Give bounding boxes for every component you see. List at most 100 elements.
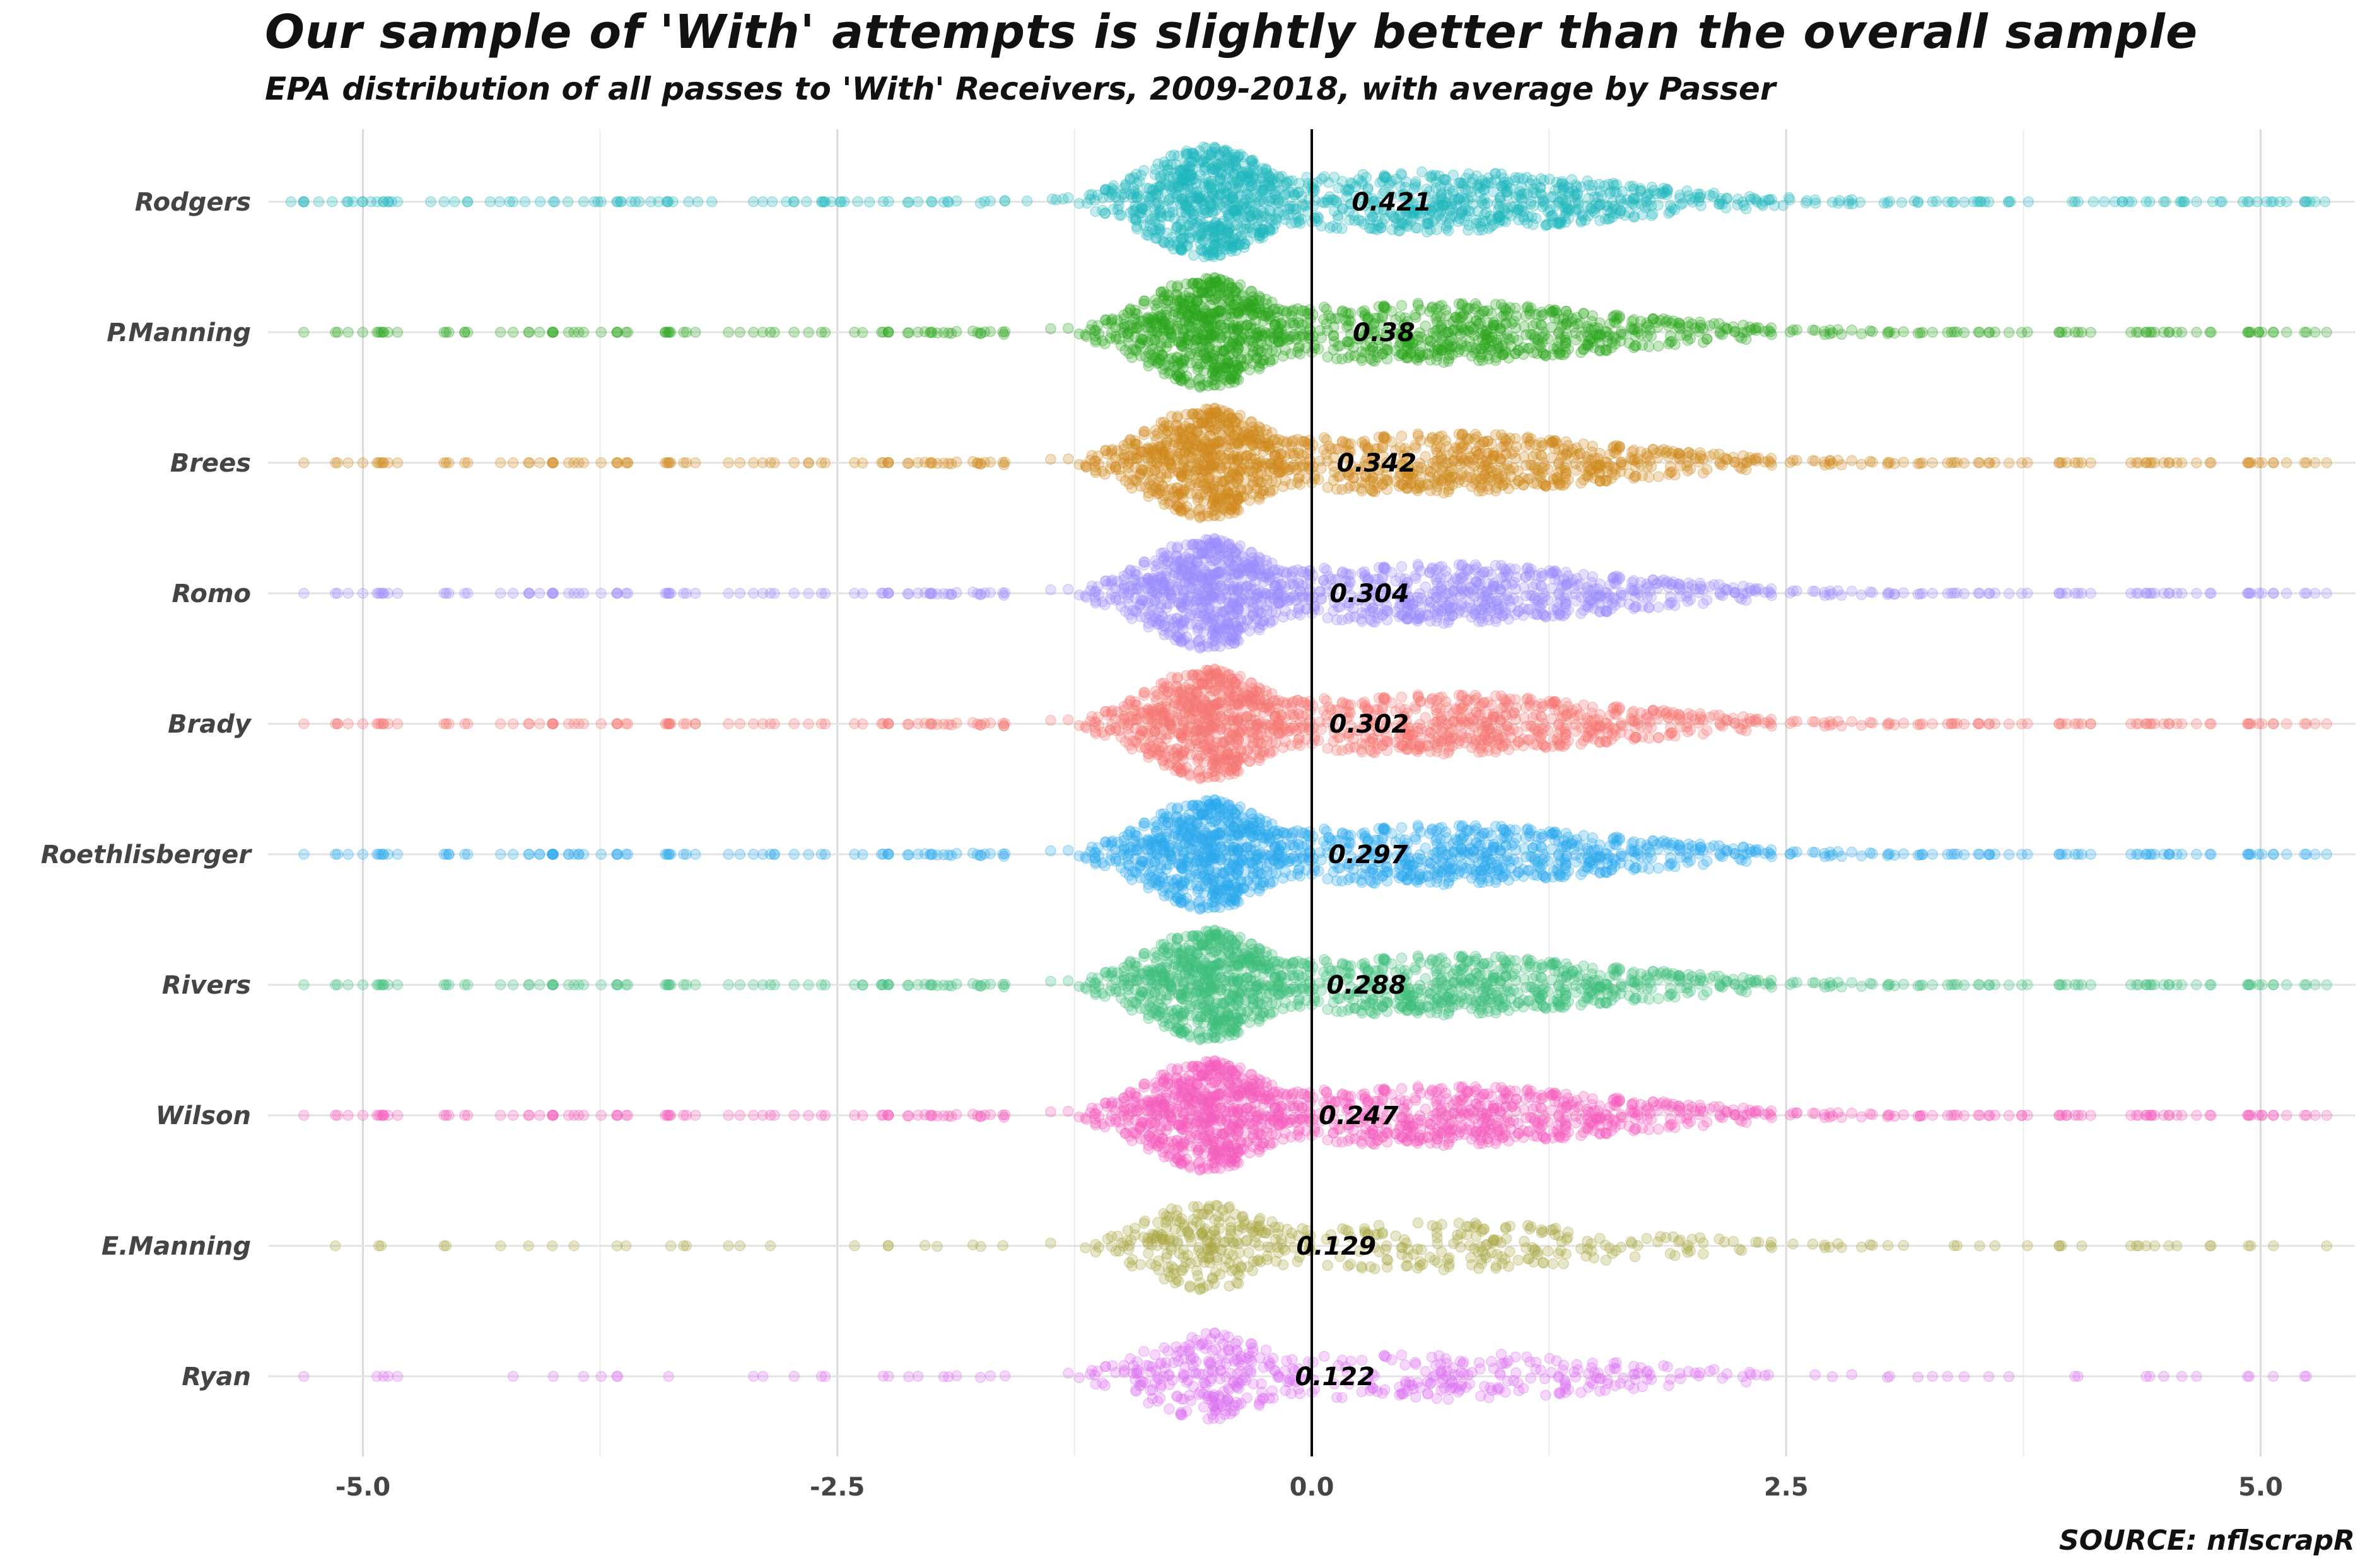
swarm-point bbox=[1198, 235, 1210, 247]
swarm-point bbox=[494, 457, 506, 468]
swarm-point bbox=[2216, 196, 2228, 207]
swarm-point bbox=[1293, 473, 1304, 484]
swarm-point bbox=[1457, 428, 1468, 440]
swarm-point bbox=[1176, 470, 1187, 482]
swarm-point bbox=[2053, 457, 2065, 468]
swarm-point bbox=[683, 196, 694, 207]
swarm-point bbox=[1319, 432, 1330, 443]
swarm-point bbox=[2158, 457, 2169, 468]
swarm-point bbox=[1195, 229, 1207, 241]
swarm-point bbox=[1846, 324, 1858, 336]
swarm-point bbox=[1896, 197, 1908, 208]
swarm-point bbox=[438, 588, 450, 599]
swarm-point bbox=[2069, 196, 2081, 207]
swarm-point bbox=[1099, 468, 1111, 480]
swarm-point bbox=[1459, 183, 1471, 195]
swarm-point bbox=[1281, 438, 1292, 450]
swarm-point bbox=[1623, 337, 1635, 349]
swarm-point bbox=[1836, 328, 1847, 340]
swarm-point bbox=[1244, 211, 1256, 223]
swarm-point bbox=[1570, 334, 1582, 346]
swarm-point bbox=[1826, 196, 1838, 208]
swarm-point bbox=[1474, 317, 1486, 329]
swarm-point bbox=[1800, 197, 1812, 209]
swarm-point bbox=[1599, 213, 1611, 225]
swarm-point bbox=[1232, 465, 1244, 476]
swarm-point bbox=[1882, 197, 1893, 209]
swarm-point bbox=[1297, 199, 1309, 210]
swarm-point bbox=[484, 196, 496, 207]
swarm-point bbox=[2176, 327, 2188, 338]
swarm-point bbox=[1385, 189, 1397, 201]
swarm-point bbox=[1210, 369, 1221, 381]
swarm-point bbox=[1220, 363, 1232, 374]
swarm-point bbox=[1218, 475, 1230, 487]
swarm-point bbox=[1193, 310, 1204, 322]
swarm-point bbox=[595, 327, 607, 338]
swarm-point bbox=[1225, 192, 1236, 204]
swarm-point bbox=[1307, 331, 1319, 342]
swarm-point bbox=[1675, 460, 1686, 472]
swarm-point bbox=[1232, 455, 1243, 467]
swarm-point bbox=[1608, 180, 1620, 191]
swarm-point bbox=[357, 196, 369, 207]
swarm-point bbox=[1628, 314, 1640, 325]
swarm-point bbox=[863, 196, 875, 208]
swarm-point bbox=[1608, 200, 1620, 212]
swarm-point bbox=[660, 457, 671, 468]
swarm-point bbox=[425, 196, 436, 207]
swarm-point bbox=[1664, 199, 1676, 211]
swarm-point bbox=[852, 195, 863, 207]
swarm-point bbox=[1537, 194, 1549, 206]
swarm-point bbox=[1836, 459, 1847, 471]
swarm-point bbox=[612, 327, 624, 338]
swarm-point bbox=[1280, 188, 1292, 200]
swarm-point bbox=[1280, 214, 1291, 225]
swarm-point bbox=[1279, 320, 1291, 332]
swarm-point bbox=[1206, 187, 1218, 198]
swarm-point bbox=[1232, 493, 1244, 505]
swarm-point bbox=[2176, 196, 2188, 207]
swarm-point bbox=[1694, 453, 1706, 464]
swarm-point bbox=[925, 456, 937, 468]
swarm-point bbox=[999, 195, 1011, 207]
swarm-point bbox=[1293, 212, 1304, 223]
swarm-point bbox=[1045, 453, 1056, 465]
swarm-point bbox=[2003, 196, 2015, 208]
swarm-point bbox=[734, 457, 746, 468]
swarm-point bbox=[547, 196, 559, 207]
swarm-point bbox=[1481, 334, 1493, 346]
swarm-point bbox=[578, 457, 590, 468]
swarm-point bbox=[1537, 456, 1549, 468]
swarm-point bbox=[1136, 203, 1148, 215]
swarm-point bbox=[1500, 441, 1512, 452]
swarm-point bbox=[1525, 198, 1536, 210]
swarm-point bbox=[1256, 186, 1268, 197]
swarm-point bbox=[1242, 168, 1253, 179]
swarm-point bbox=[2140, 457, 2152, 468]
swarm-point bbox=[1063, 192, 1074, 204]
swarm-point bbox=[1485, 221, 1497, 233]
swarm-point bbox=[534, 588, 546, 599]
swarm-point bbox=[925, 195, 937, 207]
swarm-point bbox=[734, 327, 746, 338]
swarm-point bbox=[1623, 468, 1635, 480]
swarm-point bbox=[2243, 327, 2255, 338]
swarm-point bbox=[1525, 459, 1536, 471]
swarm-point bbox=[1307, 200, 1319, 212]
swarm-point bbox=[1264, 356, 1276, 368]
swarm-point bbox=[568, 327, 580, 338]
swarm-point bbox=[1287, 331, 1299, 342]
swarm-point bbox=[1198, 199, 1209, 210]
swarm-point bbox=[1273, 336, 1284, 347]
swarm-point bbox=[1653, 601, 1664, 613]
swarm-point bbox=[298, 327, 310, 338]
swarm-point bbox=[2087, 196, 2099, 207]
swarm-point bbox=[1122, 328, 1133, 339]
swarm-point bbox=[347, 196, 359, 207]
swarm-point bbox=[1394, 190, 1406, 202]
swarm-point bbox=[1337, 203, 1348, 214]
swarm-point bbox=[1116, 189, 1128, 200]
swarm-point bbox=[1373, 197, 1385, 208]
swarm-point bbox=[1184, 204, 1196, 216]
